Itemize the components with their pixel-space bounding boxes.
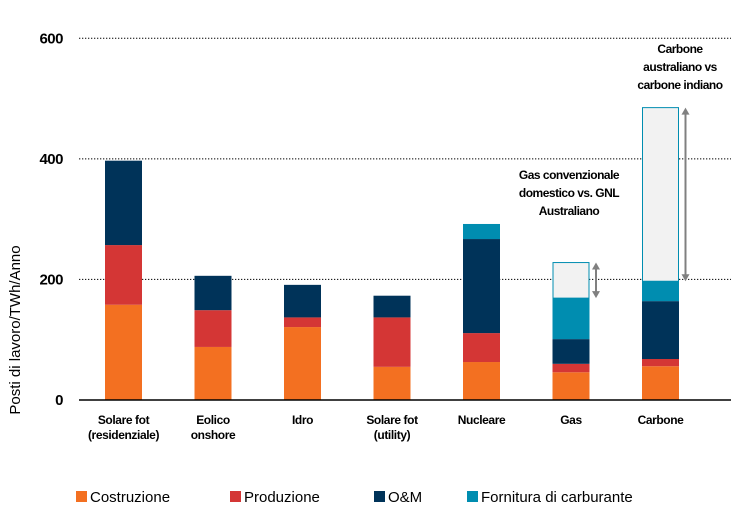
bar-segment (552, 339, 590, 364)
x-category-label: (utility) (374, 428, 411, 442)
x-category-label: Solare fot (98, 413, 150, 427)
x-category-label: Idro (292, 413, 313, 427)
annotations: Gas convenzionale domestico vs. GNL Austra… (519, 42, 723, 218)
y-axis-label: Posti di lavoro/TWh/Anno (7, 245, 24, 414)
bar-segment (463, 333, 500, 363)
y-tick-label: 400 (39, 151, 63, 168)
bar-segment (463, 362, 500, 400)
x-category-label: Solare fot (366, 413, 418, 427)
bar-segment (105, 245, 142, 305)
bars (105, 107, 690, 400)
bar-segment (284, 284, 321, 318)
y-tick-label: 600 (39, 30, 63, 47)
arrow-head-down (681, 274, 690, 282)
bar-segment (552, 363, 590, 373)
bar-segment (642, 301, 679, 360)
bar-segment (552, 298, 590, 340)
bar-segment (284, 317, 321, 328)
x-category-label: Carbone (638, 413, 685, 427)
annotation-text: Australiano (539, 204, 600, 218)
bar-segment (642, 281, 679, 302)
bar-segment (284, 327, 321, 400)
x-category-label: (residenziale) (88, 428, 159, 442)
y-axis-ticks: 0 200 400 600 (39, 30, 63, 409)
legend-label: Produzione (244, 489, 320, 506)
x-category-label: Gas (560, 413, 582, 427)
bar-segment (373, 295, 411, 318)
y-tick-label: 0 (55, 392, 63, 409)
x-category-label: Eolico (196, 413, 230, 427)
bar-segment (642, 359, 679, 367)
legend-swatch (76, 491, 87, 502)
x-axis-categories: Solare fot(residenziale)EolicoonshoreIdr… (88, 413, 685, 442)
bar-segment (105, 160, 142, 246)
x-category-label: onshore (191, 428, 236, 442)
y-tick-label: 200 (39, 271, 63, 288)
bar-segment (373, 317, 411, 367)
legend-label: Fornitura di carburante (481, 489, 633, 506)
legend-label: O&M (388, 489, 422, 506)
arrow-head-up (681, 107, 690, 115)
x-category-label: Nucleare (458, 413, 506, 427)
range-box (552, 262, 590, 299)
legend-label: Costruzione (90, 489, 170, 506)
bar-segment (194, 275, 232, 311)
legend-swatch (374, 491, 385, 502)
legend: Costruzione Produzione O&M Fornitura di car… (76, 489, 633, 506)
gridlines (79, 37, 731, 280)
annotation-text: carbone indiano (637, 78, 722, 92)
legend-swatch (230, 491, 241, 502)
legend-swatch (467, 491, 478, 502)
bar-segment (194, 346, 232, 400)
range-box (642, 107, 679, 282)
bar-segment (463, 223, 500, 240)
bar-segment (552, 372, 590, 400)
bar-segment (194, 310, 232, 347)
annotation-text: domestico vs. GNL (519, 186, 619, 200)
annotation-text: australiano vs (643, 60, 718, 74)
annotation-text: Gas convenzionale (519, 168, 620, 182)
bar-segment (373, 366, 411, 400)
bar-segment (642, 366, 679, 400)
bar-segment (105, 304, 142, 400)
annotation-text: Carbone (657, 42, 703, 56)
bar-segment (463, 239, 500, 334)
arrow-head-down (592, 291, 600, 299)
arrow-head-up (592, 262, 600, 270)
